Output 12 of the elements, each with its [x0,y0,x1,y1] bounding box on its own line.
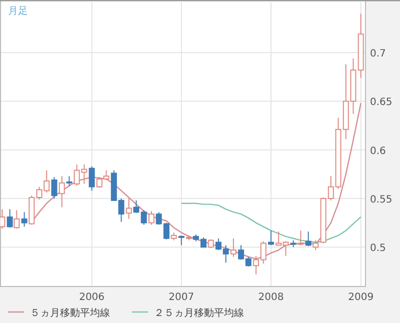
xtick: 2007 [168,292,194,303]
legend-label: ５ヵ月移動平均線 [30,307,110,319]
xtick: 2009 [348,292,374,303]
ytick: 0.7 [370,48,386,60]
legend-label: ２５ヵ月移動平均線 [154,307,244,319]
xtick: 2008 [258,292,284,303]
ytick: 0.55 [370,194,392,206]
ytick: 0.65 [370,97,392,108]
xtick: 2006 [79,292,105,303]
title: 月足 [8,6,28,17]
ytick: 0.6 [370,146,386,157]
ytick: 0.5 [370,243,386,254]
